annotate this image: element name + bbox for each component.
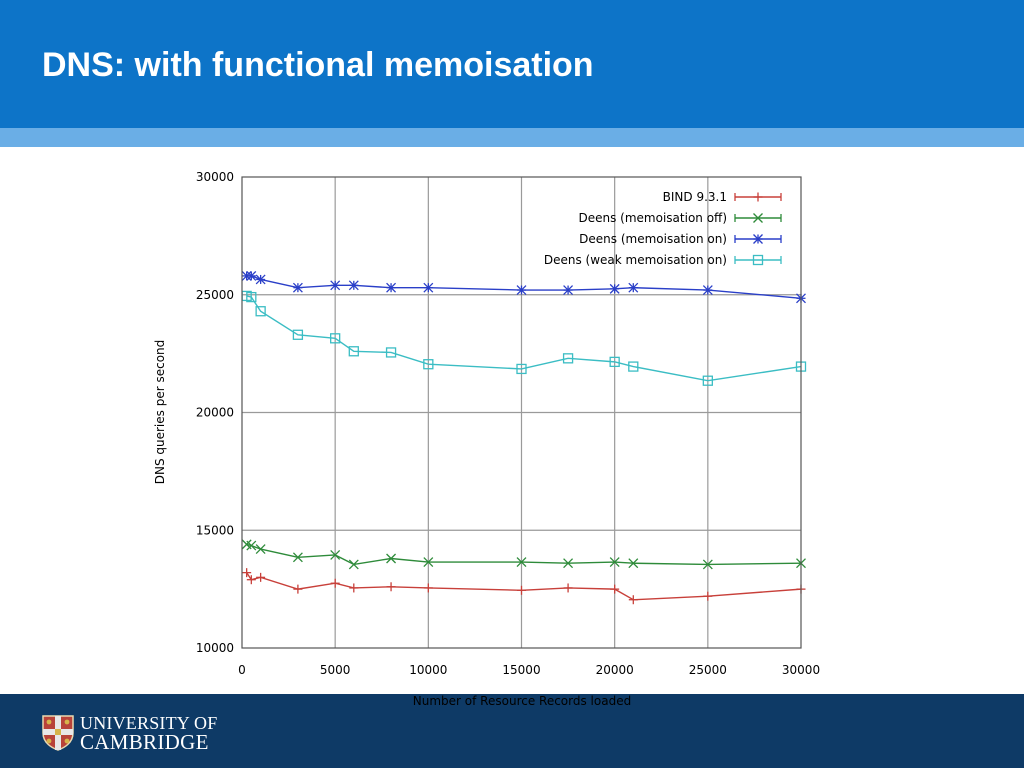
x-tick-label: 5000: [320, 663, 351, 677]
data-point: [628, 282, 639, 293]
legend-label: Deens (weak memoisation on): [544, 253, 727, 267]
data-point: [386, 553, 397, 564]
logo-line-2: CAMBRIDGE: [80, 730, 209, 754]
data-point: [255, 544, 266, 555]
data-point: [628, 595, 638, 605]
data-point: [516, 557, 527, 568]
series-line: [246, 295, 802, 382]
data-point: [516, 285, 527, 295]
footer-bar: [0, 694, 1024, 768]
data-point: [255, 274, 266, 285]
data-point: [292, 552, 303, 563]
data-point: [628, 361, 639, 372]
data-point: [386, 582, 396, 592]
slide-title: DNS: with functional memoisation: [42, 46, 594, 84]
data-point: [246, 270, 257, 281]
data-point: [563, 558, 574, 569]
data-point: [702, 559, 713, 570]
data-point: [609, 356, 620, 368]
legend-marker: [752, 254, 764, 266]
data-point: [255, 306, 266, 317]
data-point: [628, 558, 639, 569]
data-point: [246, 291, 257, 303]
y-axis-label: DNS queries per second: [153, 340, 167, 485]
legend-label: Deens (memoisation off): [579, 211, 728, 225]
data-point: [348, 346, 359, 357]
data-point: [330, 333, 341, 344]
y-tick-label: 25000: [196, 288, 234, 302]
data-point: [385, 347, 397, 358]
data-point: [423, 557, 434, 568]
x-tick-label: 20000: [596, 663, 634, 677]
series-2: [241, 539, 806, 570]
axis-ticks: 0 5000 10000 15000 20000 25000 30000 10000 15000…: [196, 170, 820, 677]
data-point: [610, 584, 620, 594]
data-point: [348, 280, 359, 291]
data-point: [517, 585, 526, 595]
data-point: [562, 353, 574, 364]
data-point: [242, 568, 252, 578]
series-3: [241, 270, 806, 304]
data-point: [293, 584, 303, 594]
y-tick-label: 10000: [196, 641, 234, 655]
data-point: [516, 363, 527, 375]
data-point: [563, 583, 573, 593]
grid-lines: [242, 177, 801, 648]
data-point: [703, 591, 713, 601]
legend-marker: [753, 192, 763, 202]
series-line: [246, 543, 802, 566]
university-logo: UNIVERSITY OF CAMBRIDGE: [42, 714, 222, 754]
data-point: [702, 375, 713, 386]
data-point: [386, 282, 397, 293]
legend-marker: [753, 213, 763, 223]
data-point: [609, 557, 620, 568]
logo-line-1: UNIVERSITY OF: [80, 713, 218, 733]
series-line: [246, 572, 802, 601]
header-bar: [0, 0, 1024, 128]
data-point: [246, 540, 257, 551]
header-stripe: [0, 128, 1024, 147]
data-point: [292, 282, 303, 293]
x-tick-label: 25000: [689, 663, 727, 677]
y-tick-label: 30000: [196, 170, 234, 184]
x-tick-label: 30000: [782, 663, 820, 677]
data-point: [349, 583, 359, 593]
data-point: [563, 285, 574, 295]
data-point: [702, 285, 713, 295]
data-point: [330, 280, 341, 291]
series-layer: [241, 270, 807, 605]
data-point: [609, 283, 620, 294]
university-crest-icon: [42, 715, 74, 751]
data-point: [330, 578, 340, 588]
chart-legend: BIND 9.3.1 Deens (memoisation off) Deens (…: [544, 190, 782, 267]
data-point: [292, 329, 304, 340]
legend-marker: [753, 234, 763, 244]
data-point: [246, 575, 256, 585]
x-tick-label: 15000: [502, 663, 540, 677]
data-point: [423, 583, 433, 593]
y-tick-label: 15000: [196, 523, 234, 537]
data-point: [423, 359, 434, 370]
y-tick-label: 20000: [196, 406, 234, 420]
series-4: [241, 290, 807, 386]
data-point: [256, 572, 266, 582]
data-point: [348, 559, 359, 570]
data-point: [423, 282, 434, 293]
x-tick-label: 0: [238, 663, 246, 677]
data-point: [330, 550, 341, 560]
legend-label: BIND 9.3.1: [663, 190, 727, 204]
legend-label: Deens (memoisation on): [579, 232, 727, 246]
x-tick-label: 10000: [409, 663, 447, 677]
plot-frame: [241, 176, 802, 649]
